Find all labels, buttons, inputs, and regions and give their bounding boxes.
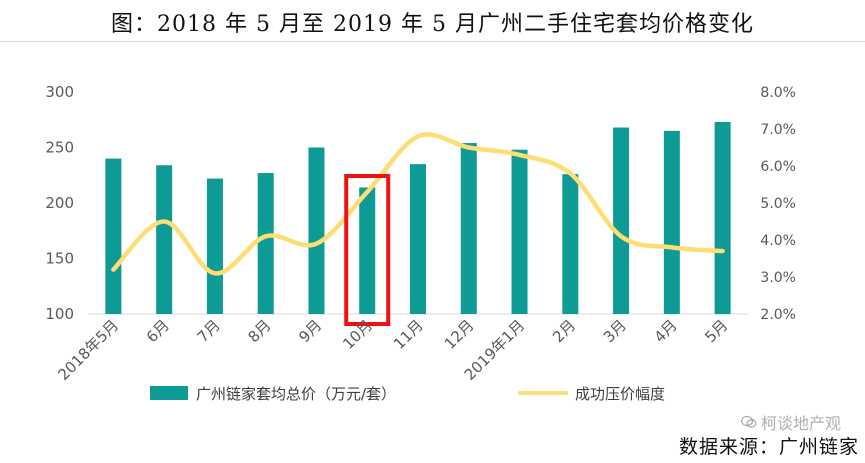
wechat-icon [740, 415, 757, 428]
x-tick-label: 2月 [549, 316, 579, 346]
bar [714, 121, 731, 314]
watermark-text: 柯谈地产观 [760, 414, 841, 433]
left-tick-label: 250 [45, 139, 74, 157]
left-tick-label: 200 [45, 194, 74, 212]
bar [359, 187, 376, 314]
watermark: 柯谈地产观 [740, 410, 841, 434]
highlight-box [344, 174, 391, 326]
bar [562, 174, 579, 314]
bar [105, 158, 122, 314]
bar [410, 164, 426, 314]
x-tick-label: 4月 [651, 316, 681, 346]
right-tick-label: 6.0% [760, 159, 796, 175]
legend-bar-swatch [150, 386, 188, 400]
right-tick-label: 5.0% [760, 196, 796, 212]
bar [308, 147, 325, 314]
left-tick-label: 100 [45, 305, 74, 323]
right-tick-label: 8.0% [760, 85, 796, 101]
series-line [111, 132, 725, 276]
bar [257, 173, 274, 314]
x-tick-label: 7月 [194, 316, 224, 346]
legend: 广州链家套均总价（万元/套） 成功压价幅度 [150, 385, 665, 403]
title-divider [0, 41, 865, 42]
bar [511, 149, 528, 314]
chart-title: 图：2018 年 5 月至 2019 年 5 月广州二手住宅套均价格变化 [111, 12, 754, 37]
left-axis-ticks: 100 150 200 250 300 [45, 83, 74, 323]
left-tick-label: 150 [45, 250, 74, 268]
right-tick-label: 3.0% [760, 270, 796, 286]
line-series [111, 132, 725, 276]
highlight-group [344, 174, 391, 326]
bar-series [105, 121, 731, 315]
right-tick-label: 7.0% [760, 122, 796, 138]
left-tick-label: 300 [45, 83, 74, 101]
x-tick-label: 5月 [701, 316, 731, 346]
bar [613, 127, 630, 315]
source-note: 数据来源：广州链家 [678, 436, 859, 458]
bar [206, 178, 223, 314]
x-tick-label: 6月 [143, 316, 173, 346]
x-tick-label: 11月 [390, 316, 427, 353]
right-tick-label: 4.0% [760, 233, 796, 249]
legend-bar-label: 广州链家套均总价（万元/套） [196, 385, 396, 403]
x-tick-label: 8月 [244, 316, 274, 346]
x-tick-label: 9月 [295, 316, 325, 346]
right-tick-label: 2.0% [760, 307, 796, 323]
right-axis-ticks: 2.0% 3.0% 4.0% 5.0% 6.0% 7.0% 8.0% [760, 85, 796, 323]
bar [156, 165, 173, 314]
bar [460, 143, 477, 314]
x-tick-label: 12月 [441, 316, 478, 353]
x-tick-label: 3月 [600, 316, 630, 346]
bar [663, 130, 680, 314]
x-tick-label: 2018年5月 [55, 316, 123, 384]
legend-line-label: 成功压价幅度 [575, 385, 665, 403]
